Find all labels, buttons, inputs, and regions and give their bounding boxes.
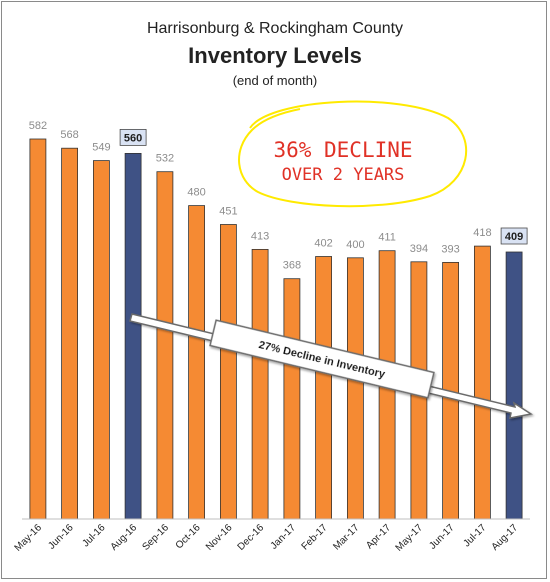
value-label-apr-17: 411 [378,232,396,244]
tick-label-apr-17: Apr-17 [364,522,393,551]
value-label-jul-16: 549 [92,142,110,154]
bar-dec-16 [251,248,269,520]
value-label-mar-17: 400 [346,239,364,251]
tick-label-may-17: May-17 [394,522,426,554]
bar-oct-16 [188,205,206,520]
handwritten-annotation: 36% DECLINE OVER 2 YEARS [238,100,468,208]
tick-label-nov-16: Nov-16 [204,522,235,553]
value-label-jul-17: 418 [473,227,491,239]
value-labels: 582 568 549 560 532 480 451 413 368 402 400 411 394 3… [29,120,528,272]
tick-label-aug-17: Aug-17 [490,522,521,553]
value-label-jan-17: 368 [283,260,301,272]
tick-label-jul-16: Jul-16 [80,522,107,549]
handwritten-line2: OVER 2 YEARS [282,165,405,185]
tick-label-sep-16: Sep-16 [140,522,171,553]
tick-label-mar-17: Mar-17 [331,522,361,552]
value-label-aug-17: 409 [505,231,523,243]
x-axis-ticks: May-16 Jun-16 Jul-16 Aug-16 Sep-16 Oct-16 Nov-… [13,522,521,554]
tick-label-jun-17: Jun-17 [427,522,457,552]
chart-title-line2: Inventory Levels [188,43,362,68]
bar-series [29,138,523,520]
value-label-jun-17: 393 [441,243,459,255]
decline-arrow-label-bg [209,319,435,399]
bar-feb-17 [315,256,333,520]
chart-title-line1: Harrisonburg & Rockingham County [147,20,403,37]
handwritten-line1: 36% DECLINE [273,138,412,162]
value-label-dec-16: 413 [251,230,269,242]
bar-jan-17 [283,278,301,520]
value-label-box-aug-16 [119,128,147,146]
tick-label-jan-17: Jan-17 [269,522,299,552]
value-label-nov-16: 451 [219,206,237,218]
value-label-jun-16: 568 [60,129,78,141]
bar-jul-17 [473,245,491,520]
tick-label-may-16: May-16 [13,522,45,554]
value-label-box-aug-17 [500,227,528,245]
bar-jun-16 [61,147,78,520]
tick-label-jul-17: Jul-17 [461,522,488,549]
bar-nov-16 [219,224,237,520]
yellow-circle [238,100,468,208]
bar-may-16 [29,138,47,520]
bar-aug-17 [505,251,523,520]
bar-jul-16 [93,160,110,520]
bar-aug-16 [124,152,142,520]
value-label-feb-17: 402 [314,238,332,250]
tick-label-oct-16: Oct-16 [174,522,203,551]
value-label-aug-16: 560 [124,132,142,144]
chart-subtitle: (end of month) [233,73,318,88]
bar-mar-17 [346,257,364,520]
tick-label-jun-16: Jun-16 [46,522,76,552]
value-label-sep-16: 532 [156,153,174,165]
tick-label-feb-17: Feb-17 [300,522,330,552]
value-label-oct-16: 480 [187,187,205,199]
tick-label-dec-16: Dec-16 [236,522,267,553]
value-label-may-17: 394 [410,243,428,255]
value-label-may-16: 582 [29,120,47,132]
tick-label-aug-16: Aug-16 [109,522,140,553]
bar-sep-16 [156,171,174,520]
